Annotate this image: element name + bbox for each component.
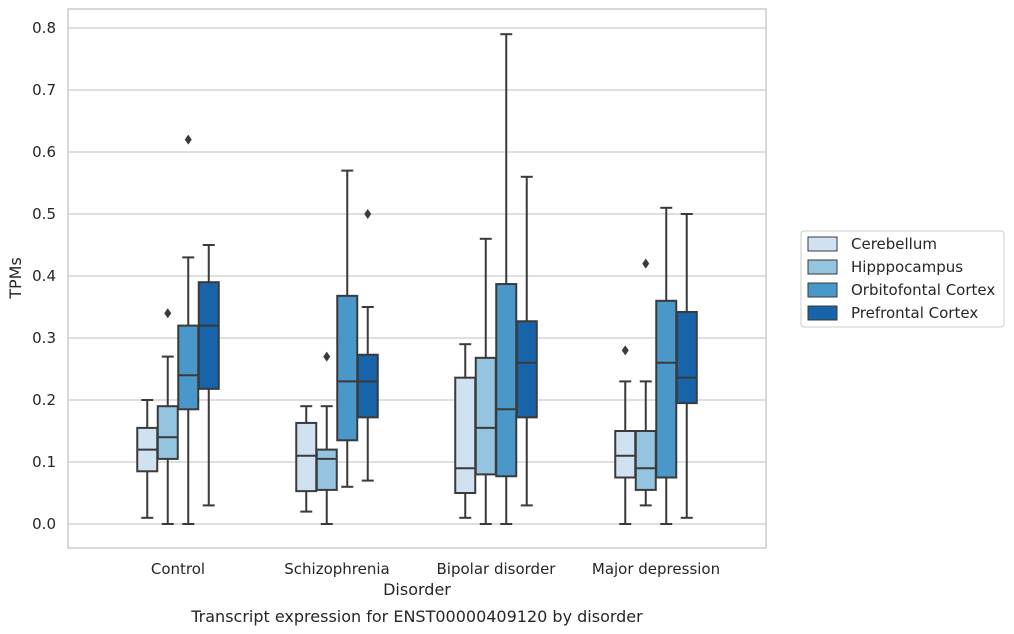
box-group <box>515 175 538 507</box>
box-group <box>295 405 318 513</box>
box-group <box>156 308 179 525</box>
outlier-point <box>164 308 172 319</box>
x-tick-labels: Control Schizophrenia Bipolar disorder Majo… <box>151 560 720 578</box>
outlier-point <box>184 134 192 145</box>
box-group <box>675 213 698 519</box>
box-iqr <box>474 356 497 476</box>
box-group <box>655 206 678 525</box>
legend-swatch <box>807 259 838 275</box>
box-group <box>454 343 477 519</box>
y-tick-labels: 0.0 0.1 0.2 0.3 0.4 0.5 0.6 0.7 0.8 <box>32 19 56 533</box>
box-group <box>336 169 359 488</box>
box-group <box>495 33 518 525</box>
legend-label: Orbitofontal Cortex <box>851 281 995 299</box>
legend-swatch <box>807 305 838 321</box>
box-iqr <box>156 405 179 460</box>
box-iqr <box>655 299 678 479</box>
y-tick-label: 0.4 <box>32 267 56 285</box>
x-tick-label: Schizophrenia <box>284 560 389 578</box>
box-iqr <box>177 324 200 411</box>
box-group <box>197 244 220 507</box>
y-tick-label: 0.8 <box>32 19 56 37</box>
y-tick-label: 0.1 <box>32 453 56 471</box>
box-iqr <box>634 430 657 491</box>
x-tick-label: Major depression <box>592 560 720 578</box>
box-iqr <box>454 376 477 494</box>
box-group <box>315 351 338 525</box>
legend-label: Hipppocampus <box>851 258 963 276</box>
box-group <box>356 209 379 482</box>
box-iqr <box>315 448 338 491</box>
box-iqr <box>197 281 220 390</box>
box-iqr <box>295 421 318 493</box>
box-group <box>177 134 200 525</box>
outlier-point <box>642 258 650 269</box>
box-iqr <box>495 283 518 478</box>
outlier-point <box>323 351 331 362</box>
box-group <box>136 399 159 519</box>
y-tick-label: 0.3 <box>32 329 56 347</box>
legend-swatch <box>807 236 838 252</box>
box-iqr <box>336 294 359 442</box>
legend: Cerebellum Hipppocampus Orbitofontal Corte… <box>800 230 1005 328</box>
legend-swatch <box>807 282 838 298</box>
x-axis-label: Disorder <box>383 580 451 599</box>
figure-caption: Transcript expression for ENST0000040912… <box>190 607 643 626</box>
y-tick-label: 0.0 <box>32 515 56 533</box>
y-axis-label: TPMs <box>6 257 25 300</box>
box-iqr <box>675 310 698 405</box>
box-group <box>634 258 657 507</box>
outlier-point <box>621 345 629 356</box>
x-tick-label: Control <box>151 560 205 578</box>
y-tick-label: 0.6 <box>32 143 56 161</box>
y-tick-label: 0.7 <box>32 81 56 99</box>
box-iqr <box>515 320 538 419</box>
box-group <box>614 345 637 525</box>
y-tick-label: 0.2 <box>32 391 56 409</box>
legend-label: Cerebellum <box>851 235 937 253</box>
box-iqr <box>356 353 379 419</box>
x-tick-label: Bipolar disorder <box>437 560 557 578</box>
box-iqr <box>614 430 637 479</box>
box-group <box>474 237 497 525</box>
boxes <box>136 33 698 525</box>
outlier-point <box>364 209 372 219</box>
legend-frame <box>800 230 1005 328</box>
legend-label: Prefrontal Cortex <box>851 304 978 322</box>
y-tick-label: 0.5 <box>32 205 56 223</box>
plot-frame <box>67 8 767 549</box>
